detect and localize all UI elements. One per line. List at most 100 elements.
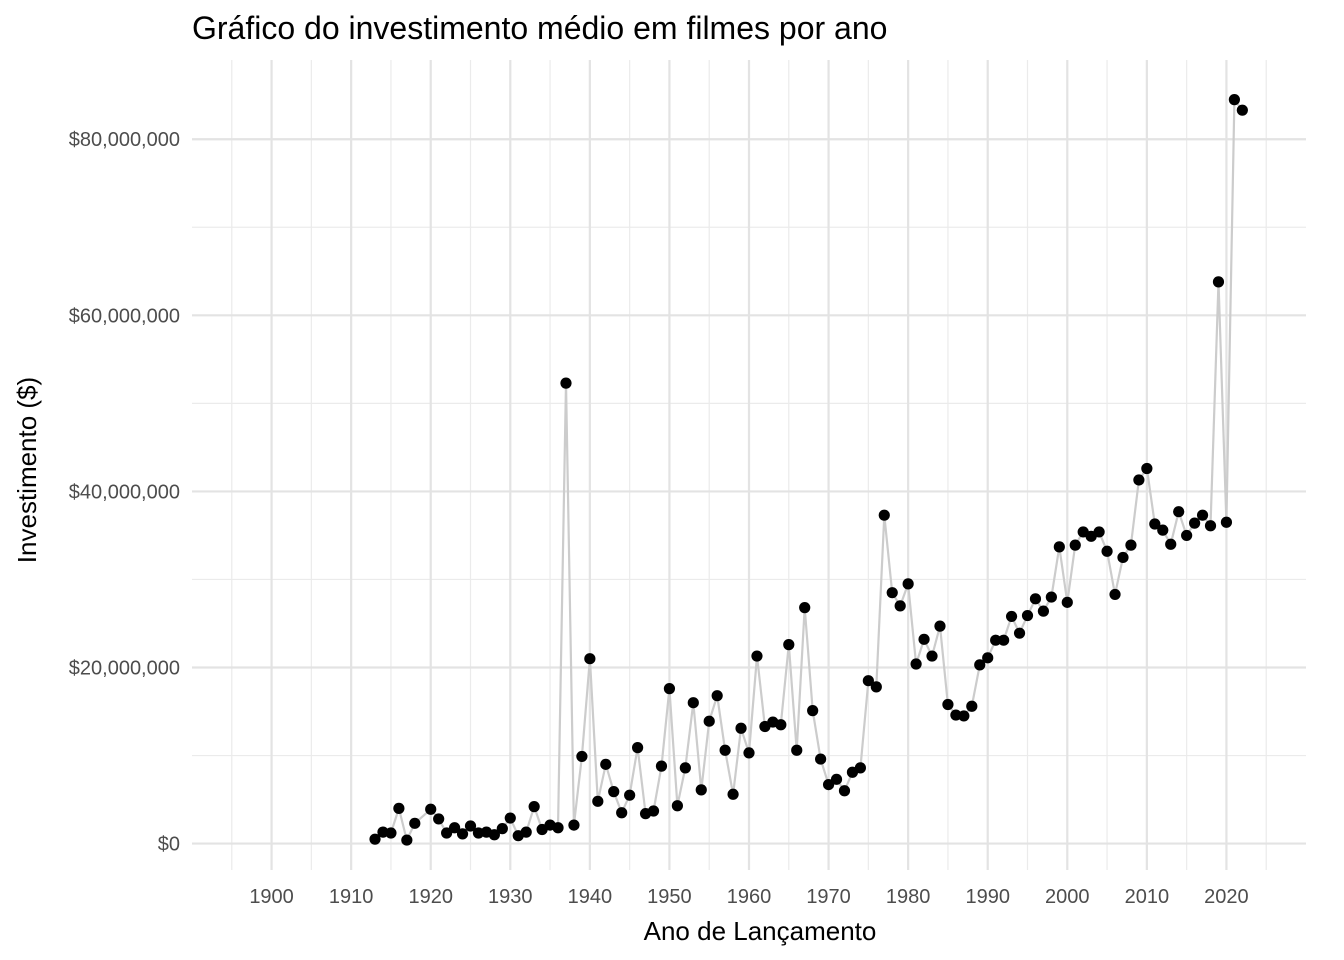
data-point — [727, 788, 739, 800]
data-point — [1189, 517, 1201, 529]
x-tick-label: 1940 — [568, 886, 613, 908]
data-point — [878, 509, 890, 521]
data-point — [1093, 526, 1105, 538]
data-point — [425, 803, 437, 815]
data-point — [504, 812, 516, 824]
data-point — [584, 653, 596, 665]
data-point — [711, 690, 723, 702]
x-tick-label: 2010 — [1125, 886, 1170, 908]
data-point — [393, 802, 405, 814]
data-point — [592, 795, 604, 807]
series-line — [374, 98, 1244, 842]
data-point — [1165, 538, 1177, 550]
data-point — [576, 750, 588, 763]
data-point — [616, 807, 628, 819]
data-point — [998, 634, 1010, 646]
data-point — [568, 819, 580, 831]
data-point — [982, 652, 994, 664]
x-axis-ticks: 1900 1910 1920 1930 1940 1950 1960 1970 1980 1990… — [249, 886, 1248, 908]
x-tick-label: 1910 — [329, 886, 374, 908]
data-point — [1228, 94, 1240, 106]
data-point — [624, 789, 636, 801]
data-point — [528, 801, 540, 813]
data-point — [966, 700, 978, 712]
data-point — [990, 634, 1002, 646]
data-point — [735, 722, 747, 734]
data-point — [886, 587, 898, 599]
data-point — [854, 762, 867, 774]
data-point — [1133, 474, 1145, 486]
data-point — [655, 760, 668, 772]
x-tick-label: 1990 — [965, 886, 1010, 908]
x-tick-label: 1920 — [408, 886, 453, 908]
data-point — [958, 710, 970, 722]
x-tick-label: 1970 — [806, 886, 851, 908]
x-tick-label: 1930 — [488, 886, 533, 908]
chart-title: Gráfico do investimento médio em filmes … — [192, 10, 887, 46]
data-point — [1053, 541, 1065, 553]
data-point — [822, 778, 835, 791]
data-point — [1005, 610, 1018, 623]
data-point — [647, 805, 660, 817]
x-axis-title: Ano de Lançamento — [644, 916, 877, 946]
data-point — [815, 753, 827, 765]
data-point — [488, 829, 500, 841]
y-tick-label: $0 — [158, 834, 180, 856]
data-point — [1236, 104, 1248, 116]
y-tick-label: $40,000,000 — [69, 481, 180, 503]
data-point — [743, 747, 755, 759]
data-point — [799, 602, 811, 614]
data-point — [448, 822, 461, 834]
x-tick-label: 1950 — [647, 886, 692, 908]
y-tick-label: $20,000,000 — [69, 658, 180, 680]
data-point — [926, 650, 938, 662]
x-tick-label: 2000 — [1045, 886, 1090, 908]
data-point — [1037, 605, 1050, 617]
y-axis-title: Investimento ($) — [12, 377, 42, 563]
data-point — [608, 786, 620, 798]
data-point — [433, 813, 445, 825]
data-point — [1061, 596, 1073, 608]
data-point — [719, 744, 731, 756]
data-point — [807, 705, 819, 717]
data-point — [1157, 524, 1169, 536]
data-point — [934, 620, 946, 632]
data-point — [441, 827, 453, 839]
data-point — [600, 758, 612, 770]
data-point — [775, 719, 787, 731]
data-point — [401, 834, 413, 846]
data-point — [1204, 520, 1217, 532]
data-point — [1029, 593, 1042, 605]
data-point — [791, 744, 803, 756]
data-point — [1173, 506, 1185, 518]
data-point — [1196, 509, 1209, 521]
data-point — [695, 784, 707, 796]
data-point — [369, 833, 381, 845]
data-point — [902, 578, 914, 590]
data-point — [1141, 462, 1153, 475]
data-point — [632, 742, 644, 754]
data-point — [552, 822, 564, 834]
data-point — [1212, 276, 1225, 288]
data-point — [974, 659, 986, 671]
x-tick-label: 1960 — [727, 886, 772, 908]
series-line-group — [374, 98, 1244, 842]
x-tick-label: 2020 — [1204, 886, 1249, 908]
data-point — [1117, 551, 1129, 564]
data-point — [910, 658, 922, 670]
data-point — [1220, 516, 1233, 528]
data-point — [1101, 545, 1113, 557]
data-point — [1013, 627, 1026, 639]
data-point — [703, 715, 715, 727]
data-point — [783, 639, 795, 651]
data-point — [1149, 518, 1161, 530]
data-point — [1069, 539, 1081, 551]
y-tick-label: $80,000,000 — [69, 129, 180, 151]
data-point — [409, 817, 421, 829]
data-point — [496, 823, 508, 835]
data-point — [862, 675, 874, 687]
data-point — [520, 826, 532, 838]
data-point — [687, 697, 699, 709]
data-point — [679, 762, 691, 774]
